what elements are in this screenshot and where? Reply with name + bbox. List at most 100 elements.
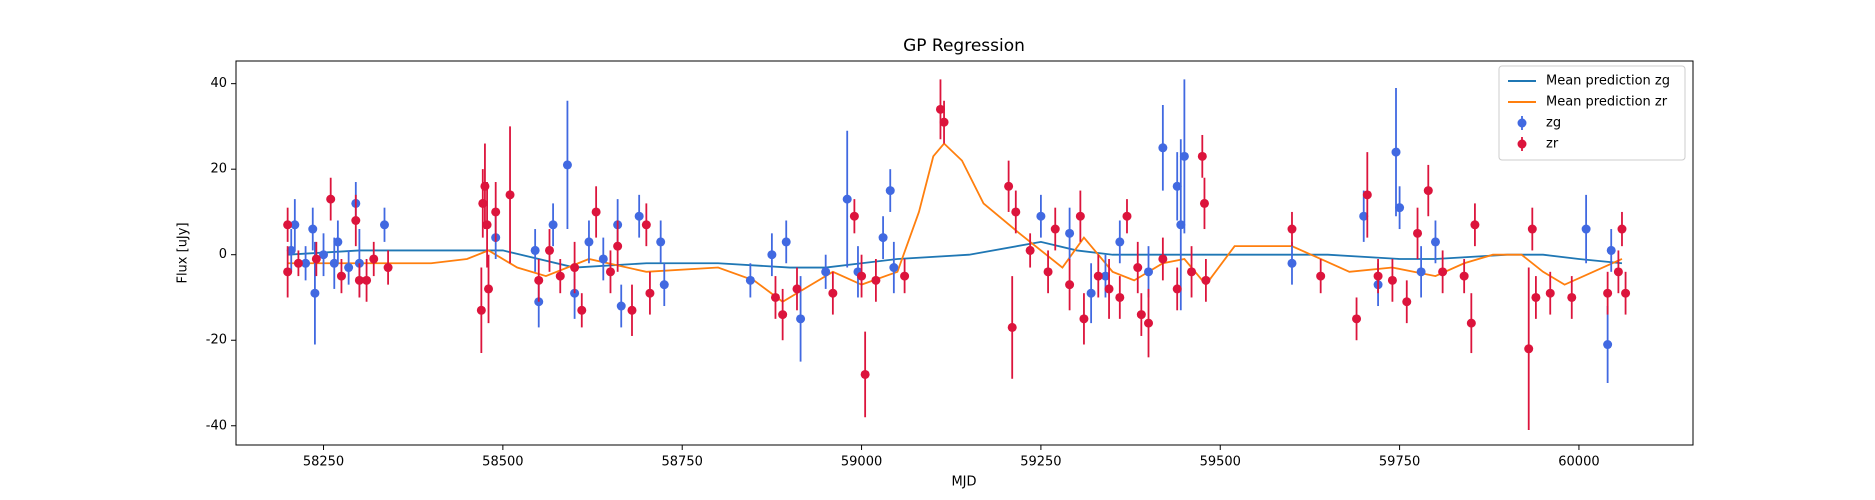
- point: [308, 224, 318, 234]
- legend-label: zr: [1546, 137, 1559, 152]
- point: [1545, 288, 1555, 298]
- point: [1531, 292, 1541, 302]
- point: [562, 160, 572, 170]
- point: [770, 292, 780, 302]
- legend-marker: [1517, 139, 1527, 149]
- point: [351, 216, 361, 226]
- point: [1373, 271, 1383, 281]
- point: [659, 280, 669, 290]
- point: [828, 288, 838, 298]
- point: [1179, 151, 1189, 161]
- point: [1395, 203, 1405, 213]
- point: [939, 117, 949, 127]
- point: [1158, 143, 1168, 153]
- point: [616, 301, 626, 311]
- point: [1606, 245, 1616, 255]
- point: [333, 237, 343, 247]
- point: [878, 233, 888, 243]
- point: [605, 267, 615, 277]
- point: [796, 314, 806, 324]
- point: [344, 263, 354, 273]
- point: [792, 284, 802, 294]
- point: [329, 258, 339, 268]
- x-tick-label: 58750: [662, 455, 703, 470]
- point: [871, 275, 881, 285]
- point: [1104, 284, 1114, 294]
- point: [1416, 267, 1426, 277]
- point: [1199, 198, 1209, 208]
- y-tick-label: -40: [206, 418, 227, 433]
- point: [781, 237, 791, 247]
- point: [555, 271, 565, 281]
- point: [290, 220, 300, 230]
- point: [1362, 190, 1372, 200]
- point: [1100, 271, 1110, 281]
- point: [745, 275, 755, 285]
- point: [1567, 292, 1577, 302]
- x-tick-label: 59250: [1020, 455, 1061, 470]
- point: [480, 181, 490, 191]
- mean-line: [287, 240, 1623, 269]
- point: [1144, 318, 1154, 328]
- point: [1316, 271, 1326, 281]
- point: [1187, 267, 1197, 277]
- point: [1438, 267, 1448, 277]
- point: [935, 104, 945, 114]
- point: [889, 263, 899, 273]
- point: [476, 305, 486, 315]
- y-axis-label: Flux [uJy]: [176, 222, 191, 283]
- point: [534, 275, 544, 285]
- point: [1176, 220, 1186, 230]
- point: [1144, 267, 1154, 277]
- point: [1007, 322, 1017, 332]
- point: [491, 207, 501, 217]
- point: [1079, 314, 1089, 324]
- point: [286, 245, 296, 255]
- point: [383, 263, 393, 273]
- point: [301, 258, 311, 268]
- legend-marker: [1517, 118, 1527, 128]
- point: [362, 275, 372, 285]
- point: [1093, 271, 1103, 281]
- point: [478, 198, 488, 208]
- point: [1413, 228, 1423, 238]
- point: [548, 220, 558, 230]
- point: [379, 220, 389, 230]
- point: [842, 194, 852, 204]
- point: [1065, 228, 1075, 238]
- point: [634, 211, 644, 221]
- y-tick-label: 0: [219, 247, 227, 262]
- point: [1122, 211, 1132, 221]
- point: [645, 288, 655, 298]
- point: [1025, 245, 1035, 255]
- point: [591, 207, 601, 217]
- point: [326, 194, 336, 204]
- point: [1402, 297, 1412, 307]
- point: [1115, 237, 1125, 247]
- legend-label: Mean prediction zr: [1546, 95, 1668, 110]
- point: [1287, 224, 1297, 234]
- point: [849, 211, 859, 221]
- point: [544, 245, 554, 255]
- point: [1043, 267, 1053, 277]
- point: [1172, 181, 1182, 191]
- point: [505, 190, 515, 200]
- point: [584, 237, 594, 247]
- point: [598, 254, 608, 264]
- legend-label: Mean prediction zg: [1546, 74, 1670, 89]
- chart-title: GP Regression: [903, 36, 1025, 56]
- x-tick-label: 60000: [1558, 455, 1599, 470]
- point: [336, 271, 346, 281]
- point: [1011, 207, 1021, 217]
- point: [319, 250, 329, 260]
- point: [1423, 186, 1433, 196]
- point: [1115, 292, 1125, 302]
- point: [778, 310, 788, 320]
- point: [1581, 224, 1591, 234]
- x-tick-label: 58500: [482, 455, 523, 470]
- point: [1004, 181, 1014, 191]
- point: [1470, 220, 1480, 230]
- point: [1613, 267, 1623, 277]
- point: [821, 267, 831, 277]
